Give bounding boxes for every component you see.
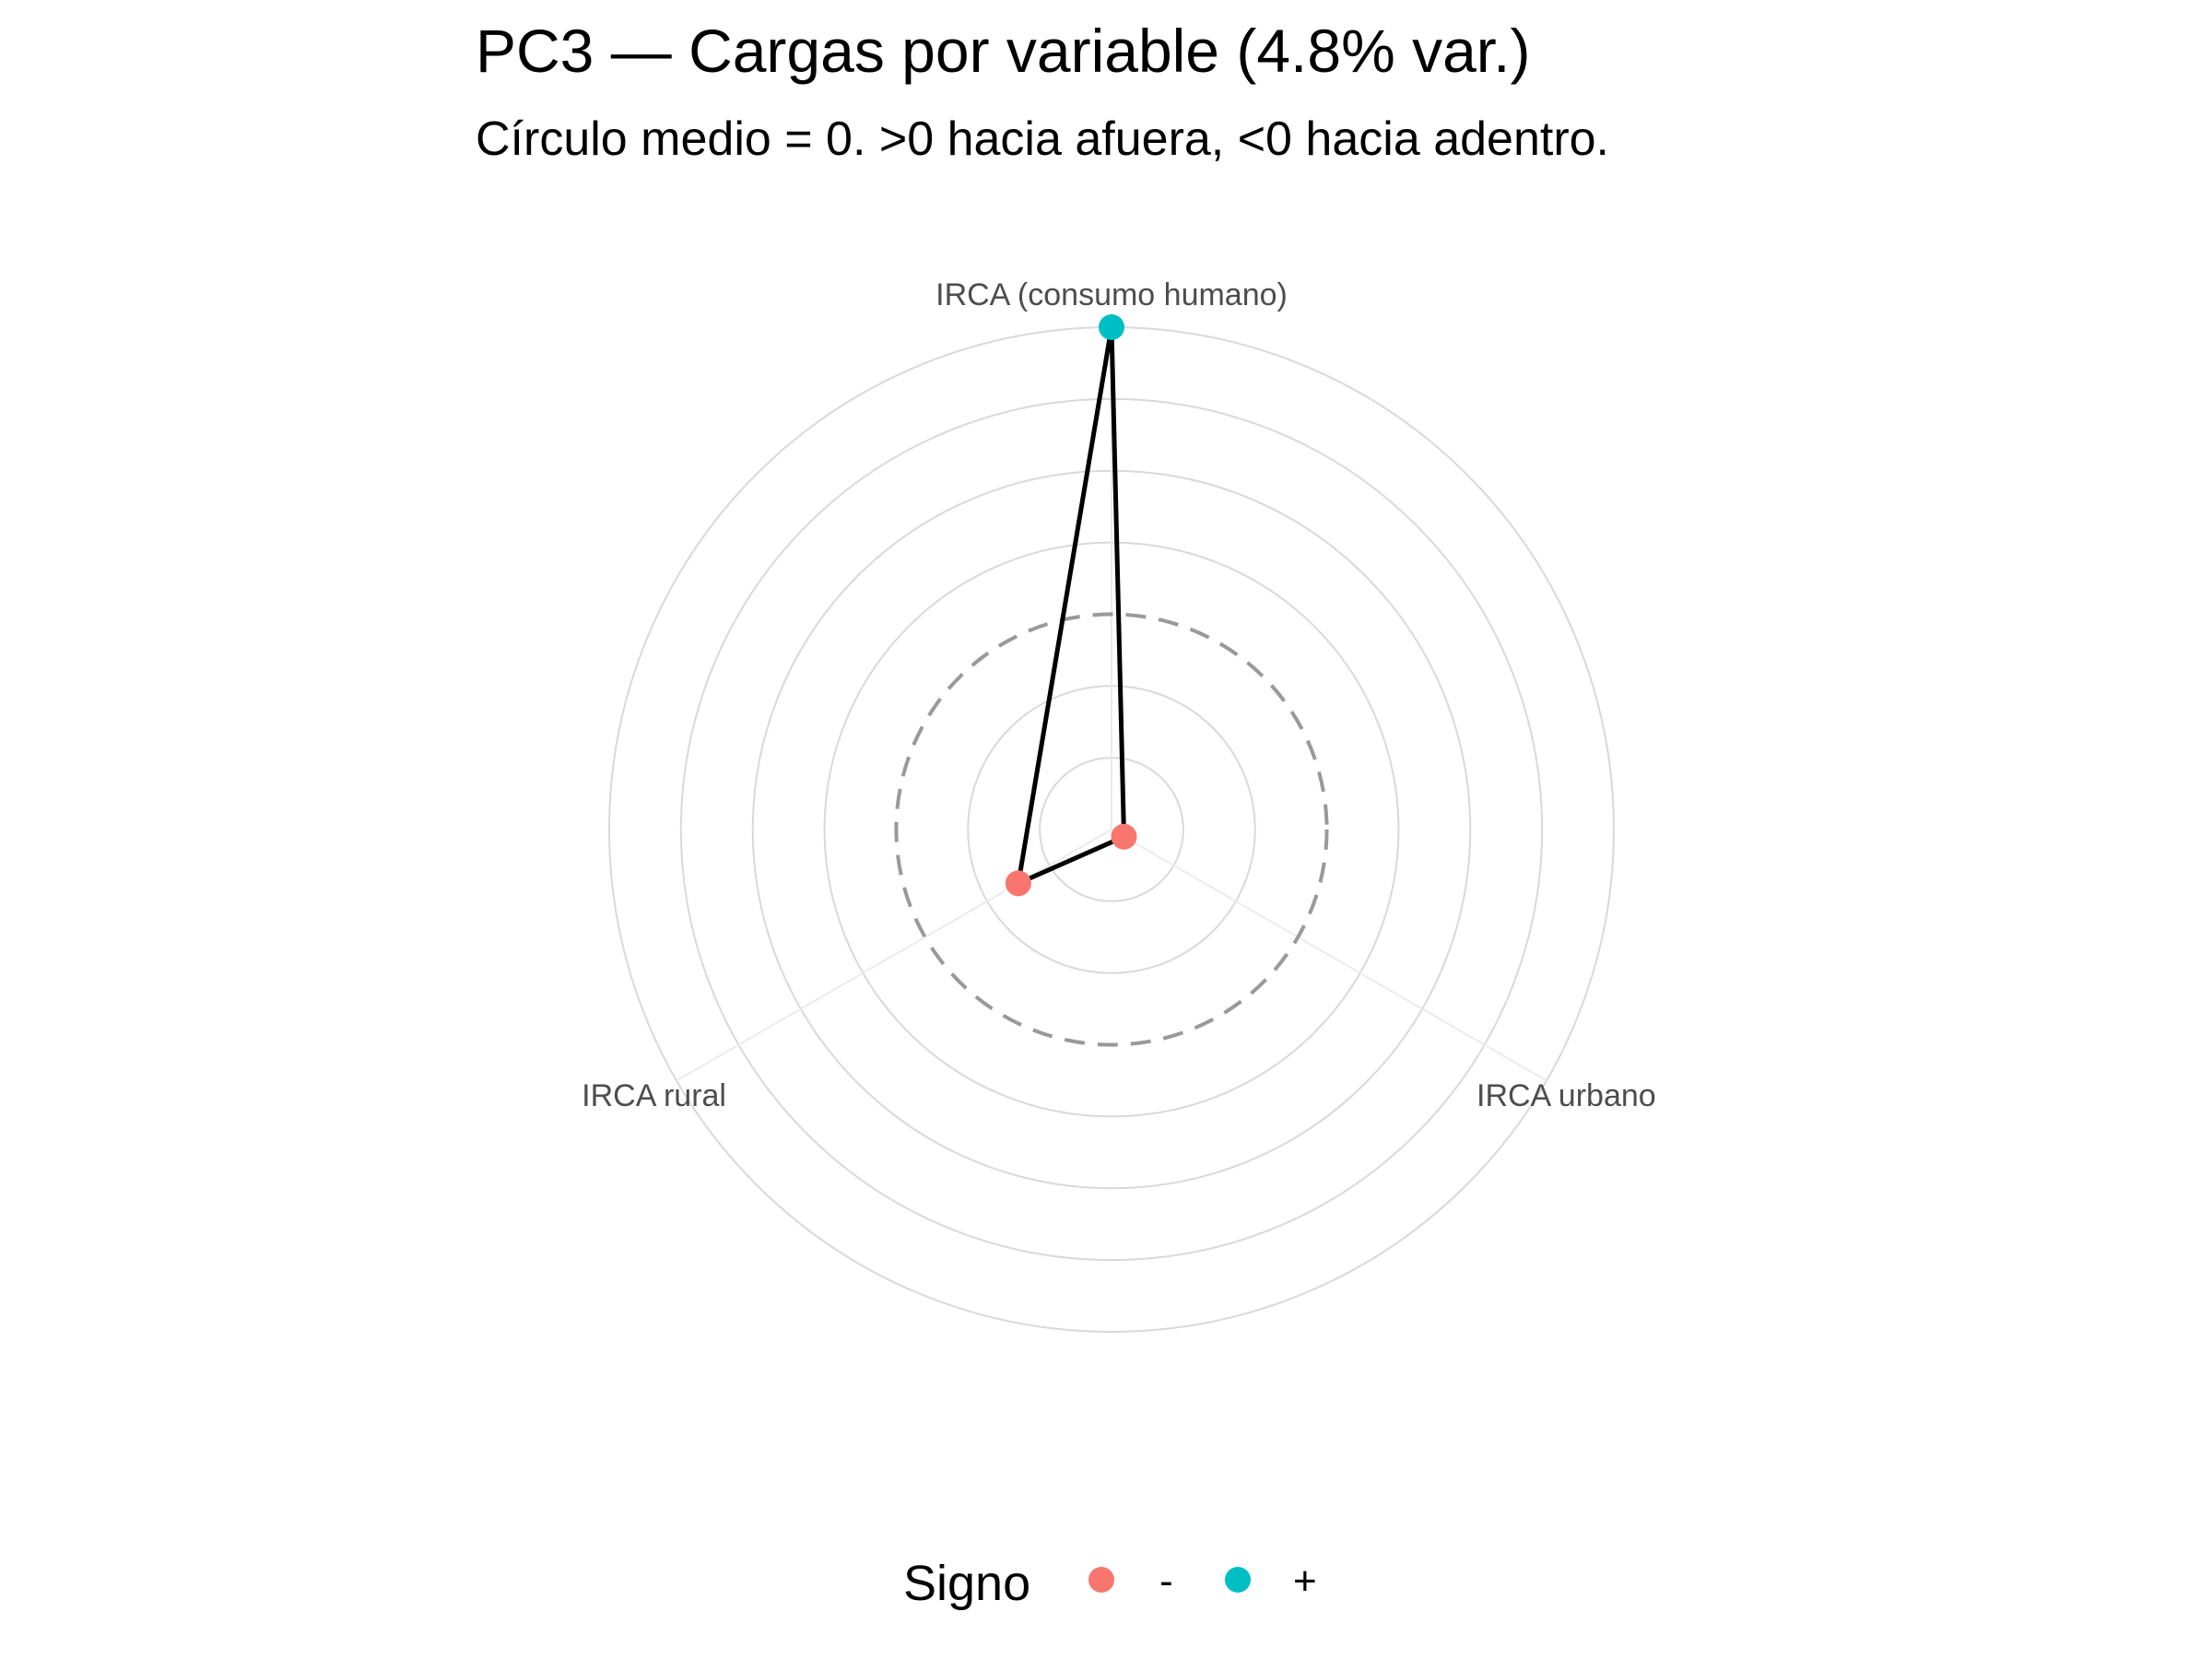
axis-spoke (676, 829, 1112, 1082)
legend-label-positive: + (1293, 1559, 1317, 1604)
legend-marker-positive (1225, 1567, 1251, 1593)
chart-subtitle: Círculo medio = 0. >0 hacia afuera, <0 h… (476, 112, 1609, 166)
zero-circle (894, 612, 1329, 1047)
axis-label: IRCA (consumo humano) (935, 277, 1288, 312)
loading-polyline (1016, 324, 1126, 886)
legend: Signo - + (903, 1556, 1317, 1611)
legend-title: Signo (903, 1556, 1030, 1611)
axis-label: IRCA rural (582, 1078, 726, 1113)
axis-labels: IRCA (consumo humano) IRCA urbano IRCA rur… (582, 277, 1656, 1113)
loading-point (1099, 314, 1124, 340)
loading-point (1005, 870, 1031, 897)
zero-reference-circle (894, 612, 1329, 1047)
loading-point (1111, 823, 1137, 850)
axis-spokes (676, 327, 1547, 1082)
loading-points (1005, 314, 1137, 897)
chart-title: PC3 — Cargas por variable (4.8% var.) (476, 17, 1530, 85)
legend-label-negative: - (1159, 1559, 1173, 1604)
legend-marker-negative (1088, 1567, 1114, 1593)
loading-polygon (1016, 324, 1126, 886)
axis-spoke (1111, 829, 1547, 1082)
axis-label: IRCA urbano (1477, 1078, 1656, 1113)
